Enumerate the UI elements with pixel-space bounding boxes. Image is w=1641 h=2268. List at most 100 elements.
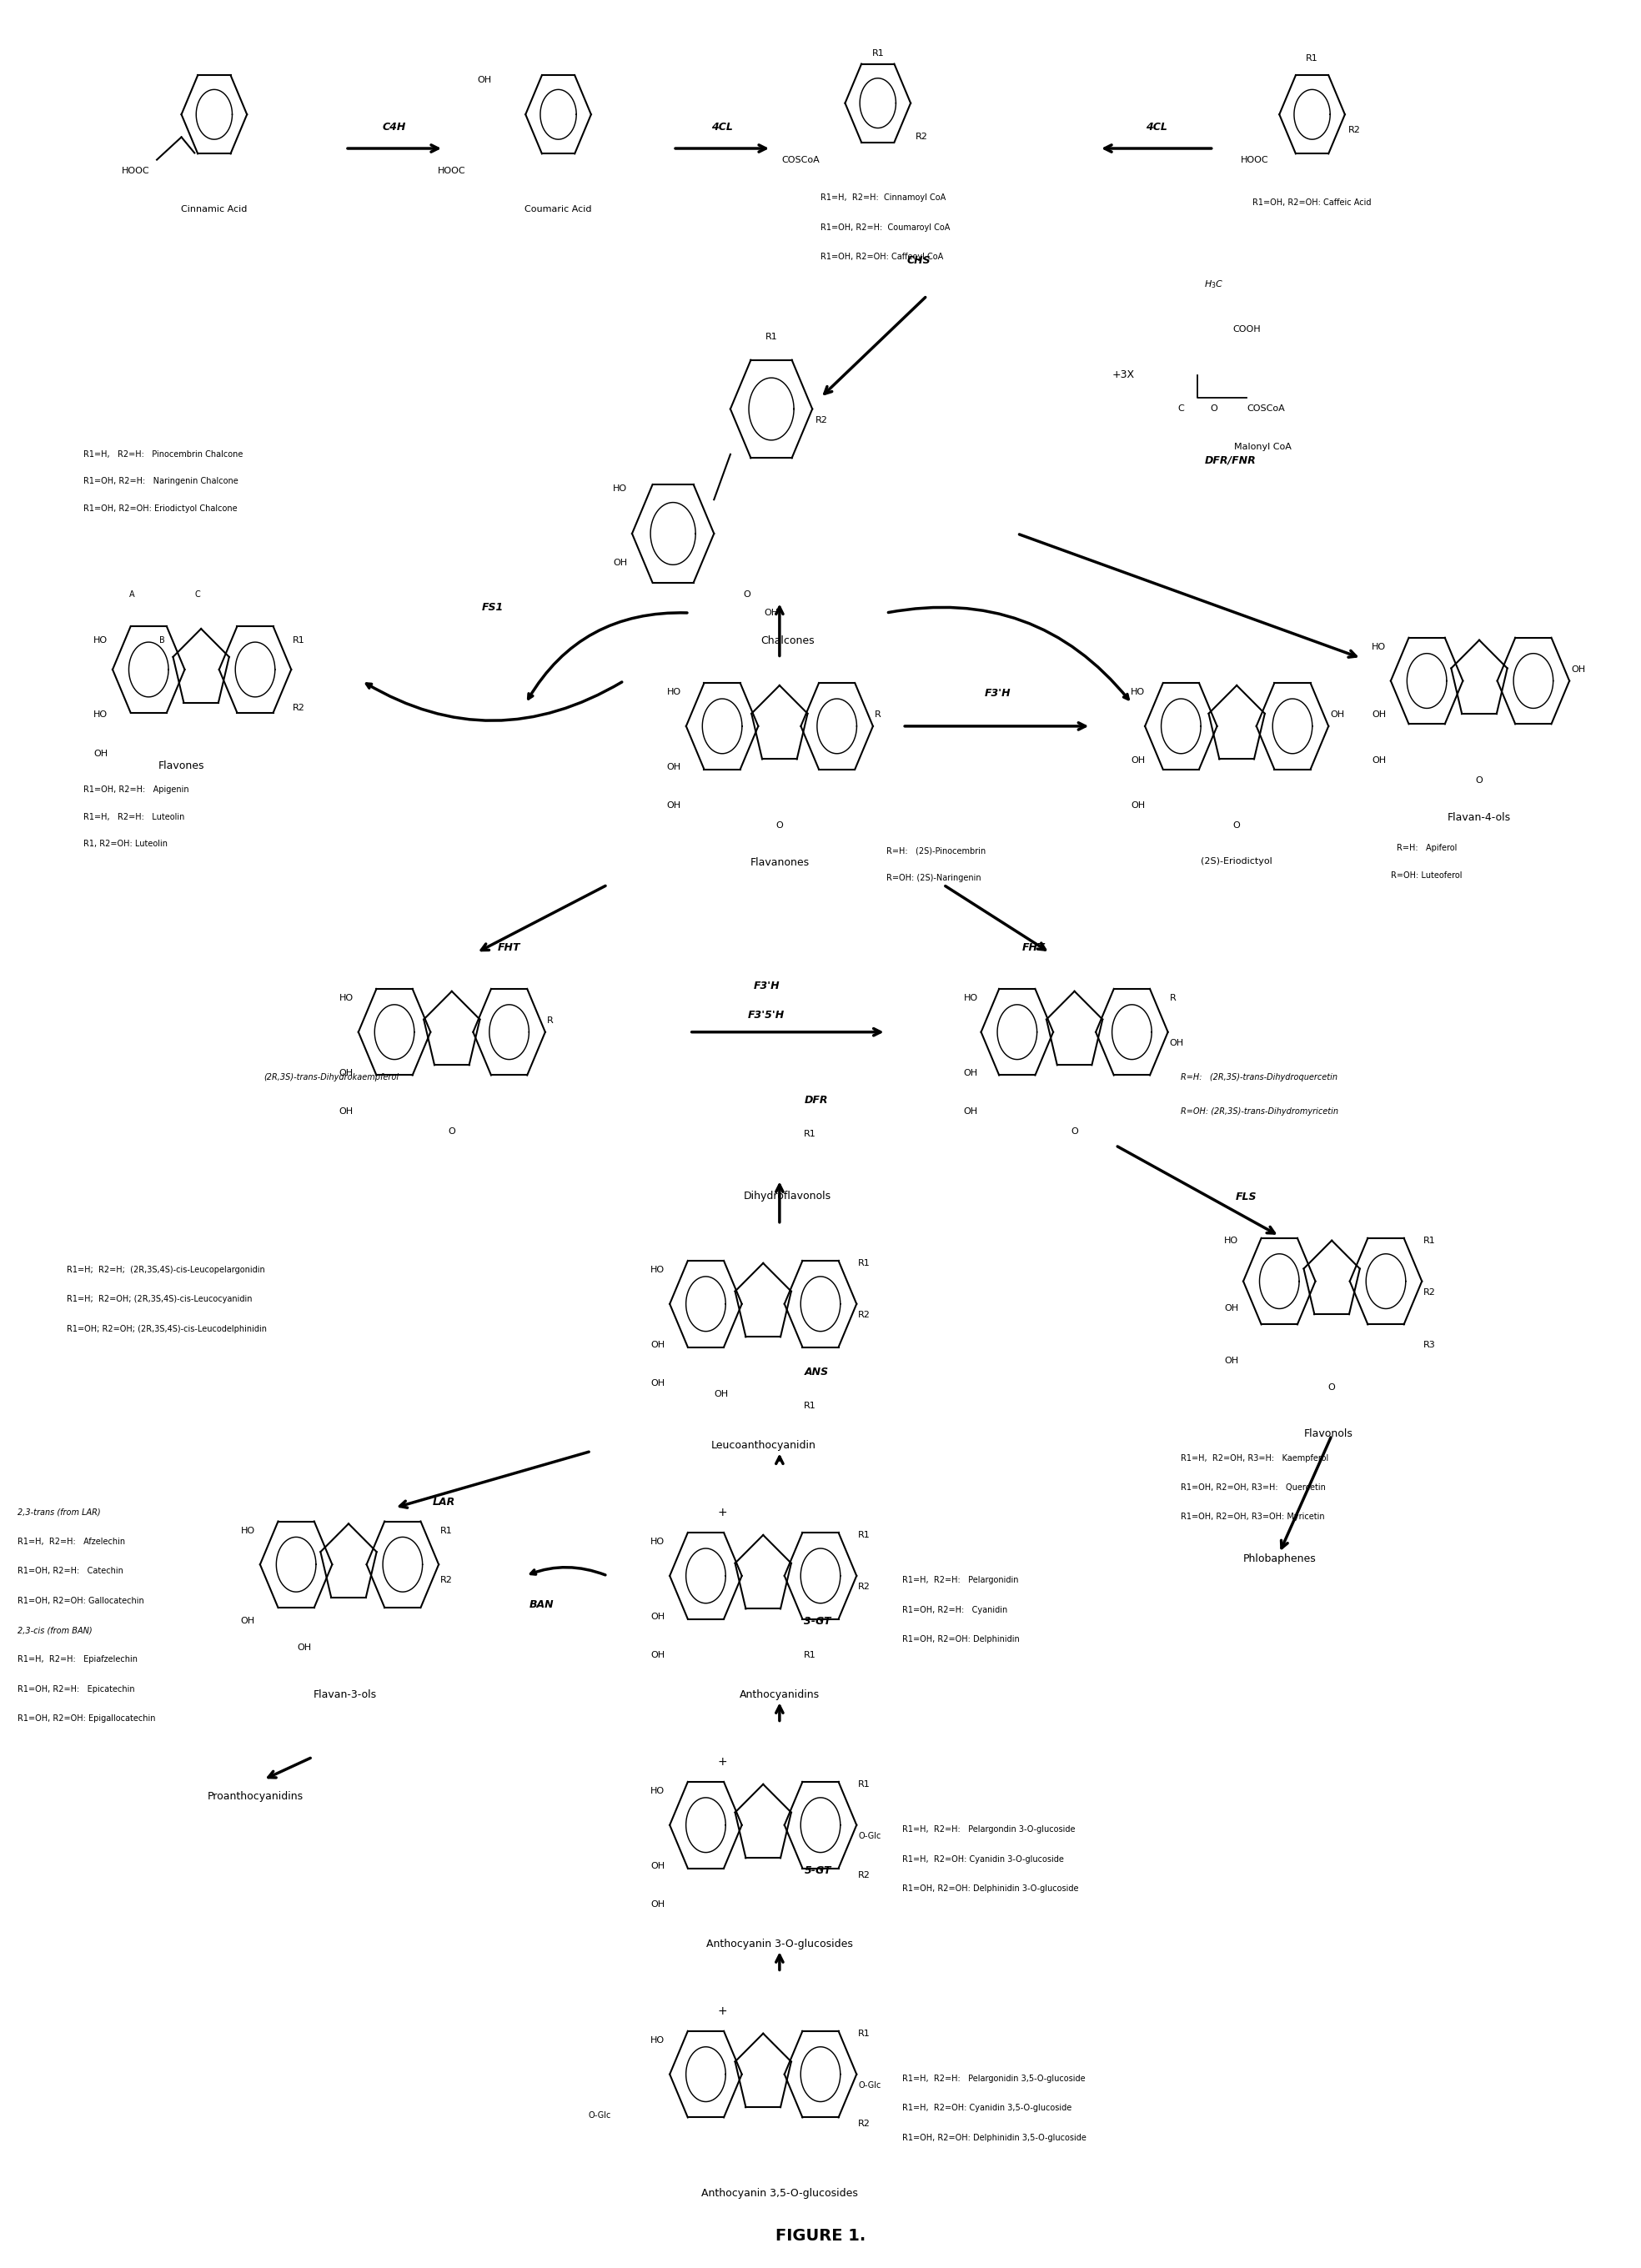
Text: R: R	[546, 1016, 553, 1025]
Text: Malonyl CoA: Malonyl CoA	[1234, 442, 1291, 451]
Text: 2,3-cis (from BAN): 2,3-cis (from BAN)	[18, 1626, 92, 1635]
Text: R1=OH, R2=H:   Apigenin: R1=OH, R2=H: Apigenin	[84, 785, 189, 794]
Text: HO: HO	[1372, 642, 1387, 651]
Text: COSCoA: COSCoA	[781, 156, 820, 163]
Text: Phlobaphenes: Phlobaphenes	[1242, 1554, 1316, 1565]
Text: R=OH: (2S)-Naringenin: R=OH: (2S)-Naringenin	[886, 873, 981, 882]
Text: CHS: CHS	[907, 256, 930, 265]
Text: HO: HO	[666, 687, 681, 696]
Text: O: O	[1072, 1127, 1078, 1136]
Text: OH: OH	[650, 1340, 665, 1349]
Text: R3: R3	[1423, 1340, 1436, 1349]
Text: OH: OH	[963, 1107, 978, 1116]
Text: FHT: FHT	[1022, 941, 1045, 953]
Text: F3'H: F3'H	[985, 687, 1011, 699]
Text: R1: R1	[440, 1526, 453, 1535]
Text: OH: OH	[666, 762, 681, 771]
Text: COOH: COOH	[1232, 327, 1260, 333]
Text: HOOC: HOOC	[121, 168, 149, 175]
Text: Leucoanthocyanidin: Leucoanthocyanidin	[711, 1440, 816, 1452]
Text: R1: R1	[858, 1259, 870, 1268]
Text: R=OH: (2R,3S)-trans-Dihydromyricetin: R=OH: (2R,3S)-trans-Dihydromyricetin	[1182, 1107, 1339, 1116]
Text: R1=OH, R2=H:   Cyanidin: R1=OH, R2=H: Cyanidin	[903, 1606, 1008, 1615]
Text: O: O	[1328, 1383, 1336, 1393]
Text: HO: HO	[650, 1538, 665, 1547]
Text: HO: HO	[650, 2037, 665, 2043]
Text: R1=H,  R2=H:   Pelargonidin: R1=H, R2=H: Pelargonidin	[903, 1576, 1019, 1585]
Text: R1=H,  R2=OH: Cyanidin 3,5-O-glucoside: R1=H, R2=OH: Cyanidin 3,5-O-glucoside	[903, 2105, 1072, 2112]
Text: R1: R1	[1306, 54, 1318, 61]
Text: R=H:   (2S)-Pinocembrin: R=H: (2S)-Pinocembrin	[886, 846, 986, 855]
Text: R1=H,  R2=H:   Afzelechin: R1=H, R2=H: Afzelechin	[18, 1538, 125, 1547]
Text: R1=H,  R2=OH, R3=H:   Kaempferol: R1=H, R2=OH, R3=H: Kaempferol	[1182, 1454, 1329, 1463]
Text: Coumaric Acid: Coumaric Acid	[525, 204, 592, 213]
Text: OH: OH	[612, 558, 627, 567]
Text: R1: R1	[765, 333, 778, 340]
Text: R1: R1	[1423, 1236, 1436, 1245]
Text: OH: OH	[297, 1644, 312, 1651]
Text: 4CL: 4CL	[712, 122, 734, 132]
Text: OH: OH	[650, 1651, 665, 1660]
Text: OH: OH	[650, 1379, 665, 1388]
Text: HO: HO	[1131, 687, 1145, 696]
Text: C4H: C4H	[382, 122, 407, 132]
Text: R1: R1	[804, 1651, 817, 1660]
Text: C: C	[195, 590, 200, 599]
Text: Anthocyanidins: Anthocyanidins	[740, 1690, 819, 1701]
Text: OH: OH	[340, 1107, 353, 1116]
Text: ANS: ANS	[804, 1368, 829, 1377]
Text: LAR: LAR	[432, 1497, 455, 1508]
Text: Anthocyanin 3-O-glucosides: Anthocyanin 3-O-glucosides	[706, 1939, 853, 1948]
Text: R=H:   Apiferol: R=H: Apiferol	[1396, 844, 1457, 853]
Text: OH: OH	[765, 608, 778, 617]
Text: OH: OH	[963, 1068, 978, 1077]
Text: R1=H;  R2=OH; (2R,3S,4S)-cis-Leucocyanidin: R1=H; R2=OH; (2R,3S,4S)-cis-Leucocyanidi…	[67, 1295, 253, 1304]
Text: (2S)-Eriodictyol: (2S)-Eriodictyol	[1201, 857, 1272, 866]
Text: R1=H,  R2=H:   Epiafzelechin: R1=H, R2=H: Epiafzelechin	[18, 1656, 138, 1665]
Text: R1: R1	[804, 1129, 817, 1139]
Text: Flavan-3-ols: Flavan-3-ols	[313, 1690, 377, 1701]
Text: OH: OH	[1131, 801, 1145, 810]
Text: R1=H,  R2=H:   Pelargonidin 3,5-O-glucoside: R1=H, R2=H: Pelargonidin 3,5-O-glucoside	[903, 2075, 1086, 2082]
Text: R1=OH, R2=OH: Caffeic Acid: R1=OH, R2=OH: Caffeic Acid	[1252, 197, 1372, 206]
Text: +: +	[717, 1506, 727, 1517]
Text: OH: OH	[650, 1901, 665, 1907]
Text: R2: R2	[1349, 127, 1360, 134]
Text: R1=OH, R2=H:   Naringenin Chalcone: R1=OH, R2=H: Naringenin Chalcone	[84, 476, 238, 485]
Text: Proanthocyanidins: Proanthocyanidins	[207, 1792, 304, 1801]
Text: OH: OH	[340, 1068, 353, 1077]
Text: HOOC: HOOC	[1241, 156, 1268, 163]
Text: R1, R2=OH: Luteolin: R1, R2=OH: Luteolin	[84, 839, 167, 848]
Text: Flavones: Flavones	[158, 760, 205, 771]
Text: R1=OH, R2=OH, R3=OH: Myricetin: R1=OH, R2=OH, R3=OH: Myricetin	[1182, 1513, 1324, 1522]
Text: R1: R1	[292, 635, 305, 644]
Text: OH: OH	[1224, 1304, 1239, 1313]
Text: R2: R2	[858, 1583, 871, 1592]
Text: OH: OH	[666, 801, 681, 810]
Text: O-Glc: O-Glc	[587, 2112, 610, 2118]
Text: O-Glc: O-Glc	[858, 2082, 881, 2089]
Text: Flavan-4-ols: Flavan-4-ols	[1447, 812, 1511, 823]
Text: R2: R2	[858, 1311, 871, 1320]
Text: R2: R2	[292, 703, 305, 712]
Text: R1=H,  R2=H:   Pelargondin 3-O-glucoside: R1=H, R2=H: Pelargondin 3-O-glucoside	[903, 1826, 1075, 1835]
Text: R1=OH, R2=OH, R3=H:   Quercetin: R1=OH, R2=OH, R3=H: Quercetin	[1182, 1483, 1326, 1492]
Text: HO: HO	[650, 1266, 665, 1275]
Text: R1=OH, R2=H:   Epicatechin: R1=OH, R2=H: Epicatechin	[18, 1685, 135, 1694]
Text: Flavanones: Flavanones	[750, 857, 809, 869]
Text: R1=OH, R2=H:  Coumaroyl CoA: R1=OH, R2=H: Coumaroyl CoA	[820, 222, 950, 231]
Text: C: C	[1178, 404, 1185, 413]
Text: R1: R1	[858, 2030, 870, 2037]
Text: R2: R2	[816, 415, 829, 424]
Text: R1=OH; R2=OH; (2R,3S,4S)-cis-Leucodelphinidin: R1=OH; R2=OH; (2R,3S,4S)-cis-Leucodelphi…	[67, 1325, 267, 1334]
Text: R=OH: Luteoferol: R=OH: Luteoferol	[1392, 871, 1462, 880]
Text: R1: R1	[858, 1531, 870, 1540]
Text: OH: OH	[1224, 1356, 1239, 1365]
Text: O: O	[1209, 404, 1218, 413]
Text: OH: OH	[1372, 710, 1387, 719]
Text: FS1: FS1	[482, 601, 504, 612]
Text: R1=H,   R2=H:   Pinocembrin Chalcone: R1=H, R2=H: Pinocembrin Chalcone	[84, 449, 243, 458]
Text: O: O	[1232, 821, 1241, 830]
Text: R1=H,   R2=H:   Luteolin: R1=H, R2=H: Luteolin	[84, 812, 184, 821]
Text: Chalcones: Chalcones	[761, 635, 814, 646]
